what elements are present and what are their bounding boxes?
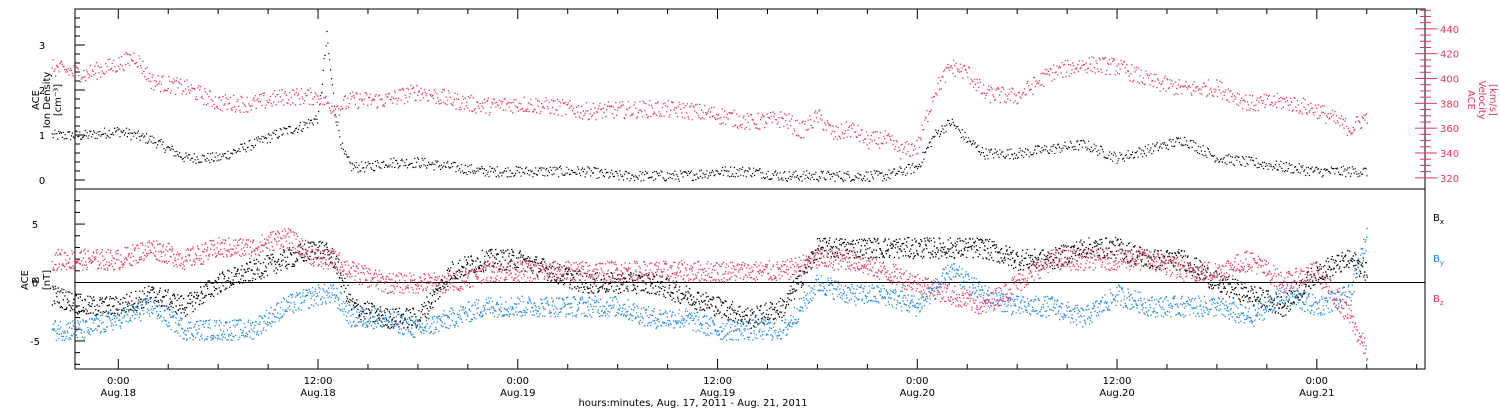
x-tick-date: Aug.18 (101, 388, 136, 399)
bottom-ylabel-2: B (31, 276, 42, 283)
top-ylabel-right-2: Velocity (1476, 80, 1487, 119)
top-ytick-right-label: 440 (1440, 25, 1459, 36)
legend-bz: Bz (1433, 294, 1444, 307)
top-ytick-left-label: 1 (39, 131, 45, 142)
bz-points (51, 228, 1368, 361)
top-ytick-left-label: 3 (39, 41, 45, 52)
top-yticks-left: 0 1 2 3 (39, 17, 85, 187)
x-tick-time: 12:00 (703, 376, 732, 387)
x-tick-time: 0:00 (906, 376, 928, 387)
bottom-ytick-label: 0 (32, 279, 38, 290)
velocity-series (51, 51, 1369, 160)
x-tick-date: Aug.21 (1299, 388, 1334, 399)
bottom-panel-frame (74, 188, 1426, 370)
by-points (51, 227, 1368, 341)
top-ylabel-left-2: Ion Density (42, 72, 53, 129)
x-tick-date: Aug.18 (300, 388, 335, 399)
x-axis-label: hours:minutes, Aug. 17, 2011 - Aug. 21, … (578, 398, 807, 409)
x-tick-time: 0:00 (1306, 376, 1328, 387)
bottom-panel: -5 0 5 ACE B [nT] Bx By Bz (20, 188, 1444, 370)
legend-by: By (1433, 254, 1444, 267)
top-ytick-left-label: 0 (39, 176, 45, 187)
bottom-ytick-label: -5 (30, 337, 40, 348)
bottom-yticks: -5 0 5 (30, 200, 85, 365)
velocity-points (51, 51, 1369, 160)
x-axis: 0:00Aug.1812:00Aug.180:00Aug.1912:00Aug.… (101, 9, 1418, 399)
top-ytick-right-label: 340 (1440, 149, 1459, 160)
x-tick-date: Aug.20 (1099, 388, 1134, 399)
x-tick-date: Aug.19 (700, 388, 735, 399)
top-ytick-right-label: 400 (1440, 75, 1459, 86)
top-panel: 0 1 2 3 320 340 360 380 400 420 440 ACE Ion Densi… (31, 8, 1498, 190)
bx-points (51, 237, 1368, 330)
top-ylabel-left-3: [cm⁻³] (53, 84, 64, 116)
bottom-ylabel-3: [nT] (42, 270, 53, 290)
top-ylabel-right-3: [km/s] (1487, 84, 1498, 116)
top-ylabel-right-1: ACE (1465, 90, 1476, 110)
top-yticks-right: 320 340 360 380 400 420 440 (1415, 9, 1459, 185)
top-ytick-right-label: 380 (1440, 99, 1459, 110)
legend: Bx By Bz (1433, 213, 1444, 307)
x-tick-date: Aug.19 (500, 388, 535, 399)
top-ylabel-left-1: ACE (31, 90, 42, 110)
bottom-ylabel-1: ACE (20, 270, 31, 290)
legend-bx: Bx (1433, 213, 1444, 226)
imf-series (51, 227, 1368, 361)
top-ytick-right-label: 420 (1440, 50, 1459, 61)
top-ytick-left-label: 2 (39, 86, 45, 97)
x-tick-time: 0:00 (107, 376, 129, 387)
top-ytick-right-label: 360 (1440, 124, 1459, 135)
top-ytick-right-label: 320 (1440, 174, 1459, 185)
x-tick-time: 12:00 (1103, 376, 1132, 387)
x-tick-time: 12:00 (304, 376, 333, 387)
x-tick-date: Aug.20 (900, 388, 935, 399)
x-tick-time: 0:00 (507, 376, 529, 387)
bottom-ytick-label: 5 (32, 220, 38, 231)
